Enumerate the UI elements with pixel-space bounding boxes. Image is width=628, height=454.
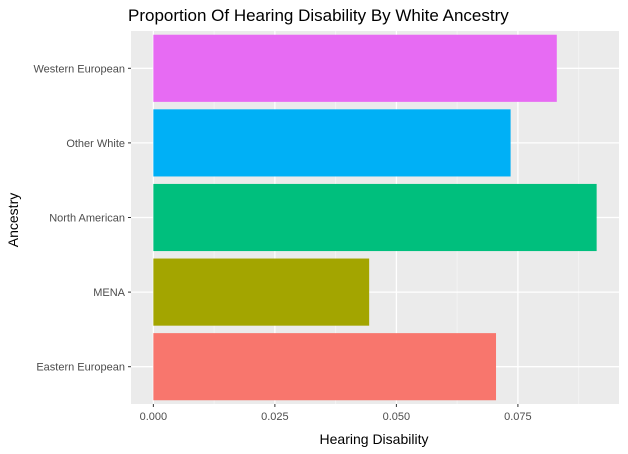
x-tick-label: 0.050 [383, 411, 411, 423]
y-tick-label: MENA [93, 287, 125, 299]
bar-western-european [153, 34, 557, 102]
y-tick-label: Other White [66, 138, 125, 150]
y-axis: Eastern European MENA North American Other … [33, 63, 131, 374]
bar-eastern-european [153, 333, 497, 401]
x-tick-label: 0.075 [504, 411, 532, 423]
x-tick-label: 0.000 [140, 411, 168, 423]
y-tick-label: Western European [33, 63, 125, 75]
y-axis-title: Ancestry [5, 193, 21, 247]
bar-mena [153, 258, 370, 326]
bars [153, 34, 597, 401]
x-axis-title: Hearing Disability [320, 431, 429, 447]
y-tick-label: Eastern European [36, 362, 125, 374]
x-axis: 0.000 0.025 0.050 0.075 [140, 404, 532, 423]
bar-north-american [153, 183, 597, 252]
y-tick-label: North American [49, 213, 125, 225]
chart-title: Proportion Of Hearing Disability By Whit… [128, 6, 509, 25]
x-tick-label: 0.025 [261, 411, 289, 423]
bar-other-white [153, 109, 511, 177]
